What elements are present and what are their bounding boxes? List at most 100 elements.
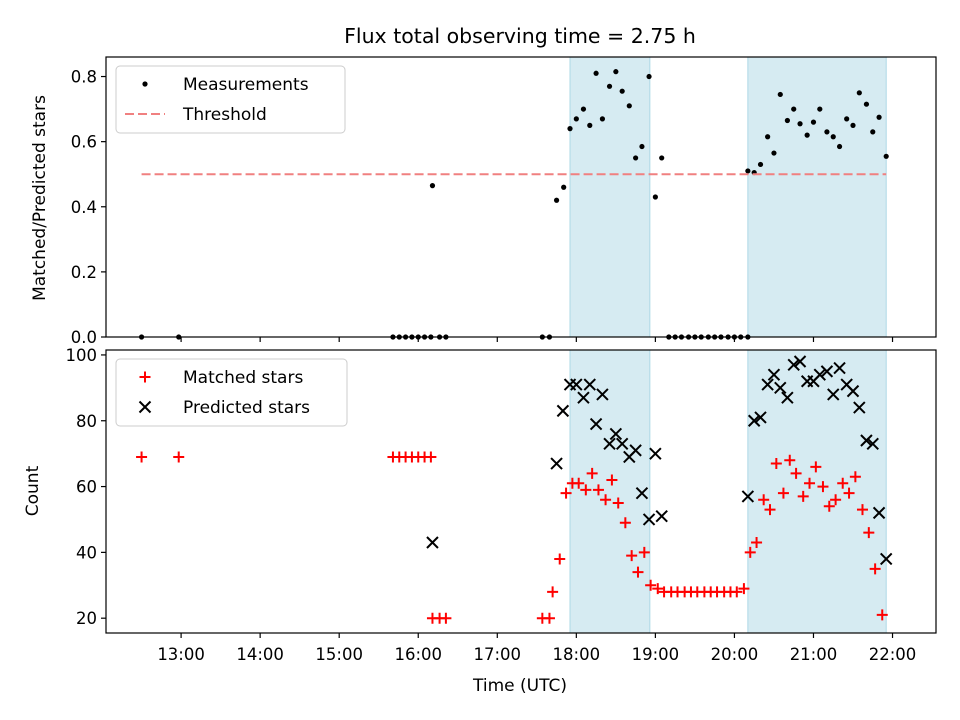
predicted-stars-point: [649, 447, 662, 460]
matched-stars-point: [869, 563, 881, 575]
matched-stars-point: [797, 490, 809, 502]
predicted-stars-point: [609, 427, 623, 441]
bottom-panel-counts: 13:00 14:00 15:00 16:00 17:00 18:00 19:00 20:00…: [66, 346, 937, 664]
x-tick-label: 16:00: [394, 645, 442, 664]
x-tick-label: 14:00: [236, 645, 284, 664]
matched-stars-point: [626, 550, 638, 562]
matched-stars-point: [136, 451, 148, 463]
predicted-stars-point: [747, 414, 761, 427]
legend-label: Matched stars: [183, 368, 303, 388]
matched-stars-point: [810, 461, 822, 473]
predicted-stars-point: [589, 417, 603, 431]
measurement-point: [876, 114, 882, 120]
matched-stars-point: [440, 612, 452, 624]
predicted-stars-point: [813, 368, 827, 381]
matched-stars-point: [817, 481, 829, 493]
legend-label: Threshold: [182, 105, 267, 125]
measurement-point: [791, 106, 797, 112]
measurement-point: [593, 70, 599, 76]
top-shaded-interval-2: [747, 56, 887, 338]
matched-stars-point: [856, 504, 868, 516]
predicted-stars-point: [853, 401, 866, 414]
measurement-point: [830, 134, 836, 140]
legend-label: Predicted stars: [183, 398, 310, 418]
predicted-stars-point: [827, 388, 840, 401]
predicted-stars-point: [570, 378, 583, 391]
measurement-point: [553, 197, 560, 203]
bottom-y-tick-label: 60: [76, 478, 97, 497]
measurement-point: [429, 183, 436, 189]
x-tick-label: 19:00: [632, 645, 680, 664]
predicted-stars-point: [426, 536, 439, 549]
matched-stars-point: [632, 566, 644, 578]
bottom-shaded-interval-1: [569, 349, 651, 634]
matched-stars-point: [638, 546, 650, 558]
predicted-stars-point: [603, 437, 616, 450]
measurement-point: [777, 91, 783, 98]
matched-stars-point: [560, 487, 572, 499]
predicted-stars-point: [583, 378, 596, 391]
measurement-point: [599, 116, 606, 122]
matched-stars-point: [592, 484, 604, 496]
measurement-point: [639, 143, 645, 150]
matched-stars-point: [652, 583, 664, 595]
measurement-point: [784, 117, 790, 124]
top-y-tick-label: 0.8: [71, 68, 97, 87]
predicted-stars-point: [787, 358, 800, 372]
predicted-stars-point: [754, 411, 767, 424]
measurement-point: [844, 116, 850, 122]
predicted-stars-point: [774, 381, 787, 395]
matched-stars-point: [863, 527, 875, 539]
top-axes-frame: [105, 56, 937, 338]
predicted-stars-point: [577, 391, 590, 404]
measurement-point: [606, 83, 613, 89]
matched-stars-point: [554, 553, 566, 565]
measurement-point: [561, 184, 567, 190]
predicted-stars-point: [872, 506, 886, 520]
matched-stars-point: [823, 500, 835, 512]
measurement-point: [797, 121, 803, 127]
predicted-stars-point: [642, 513, 656, 526]
matched-stars-point: [790, 467, 802, 479]
matched-stars-point: [600, 494, 612, 506]
matched-stars-point: [547, 586, 559, 598]
bottom-y-axis-label: Count: [23, 465, 43, 516]
matched-stars-point: [764, 504, 776, 516]
matched-stars-point: [843, 487, 855, 499]
legend-label: Measurements: [183, 75, 309, 95]
measurement-point: [613, 69, 619, 75]
predicted-stars-point: [820, 365, 834, 378]
measurement-point: [573, 116, 579, 122]
predicted-stars-point: [550, 457, 563, 470]
predicted-stars-point: [793, 355, 807, 368]
matched-stars-point: [758, 494, 770, 506]
matched-stars-point: [731, 586, 743, 598]
measurement-point: [587, 122, 593, 128]
bottom-y-tick-label: 40: [76, 543, 97, 562]
measurement-point: [745, 168, 751, 174]
x-tick-label: 22:00: [869, 645, 917, 664]
predicted-stars-point: [596, 388, 609, 401]
bottom-y-tick-label: 80: [76, 412, 97, 431]
bottom-axes-frame: [105, 349, 937, 634]
predicted-stars-point: [635, 486, 649, 500]
legend-box: [115, 358, 348, 427]
top-y-tick-label: 0.6: [71, 133, 97, 152]
legend-marker-x: [138, 400, 152, 414]
top-y-tick-label: 0.2: [71, 263, 97, 282]
matched-stars-point: [586, 467, 598, 479]
measurement-point: [771, 150, 777, 156]
measurement-point: [765, 134, 771, 140]
measurement-point: [633, 155, 639, 161]
x-tick-label: 17:00: [474, 645, 522, 664]
measurement-point: [817, 106, 823, 112]
top-shaded-interval-1: [569, 56, 651, 338]
x-tick-label: 18:00: [553, 645, 601, 664]
measurement-point: [836, 143, 843, 150]
top-y-tick-label: 0.0: [71, 328, 97, 347]
matched-stars-point: [573, 477, 585, 489]
measurement-point: [580, 106, 587, 112]
measurement-point: [850, 122, 856, 128]
top-y-tick-label: 0.4: [71, 198, 97, 217]
measurement-point: [652, 194, 658, 200]
